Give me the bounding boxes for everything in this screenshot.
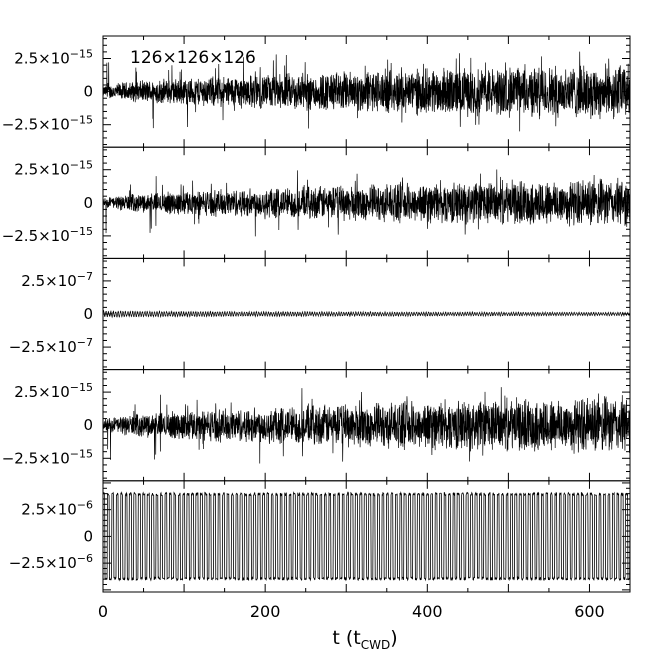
y-tick-label: 2.5×10−15 bbox=[14, 48, 93, 68]
y-tick-label-exponent: −15 bbox=[70, 447, 93, 460]
panel-1: 2.5×10−150−2.5×10−15 bbox=[2, 35, 631, 148]
y-tick-label: 0 bbox=[83, 194, 93, 212]
y-tick-label-mantissa: 0 bbox=[83, 527, 93, 545]
y-tick-label-mantissa: 2.5×10 bbox=[14, 161, 70, 179]
y-tick-label-exponent: −15 bbox=[70, 225, 93, 238]
y-tick-label-exponent: −15 bbox=[70, 381, 93, 394]
y-tick-label-exponent: −15 bbox=[70, 48, 93, 61]
y-tick-label: −2.5×10−15 bbox=[2, 114, 93, 134]
y-tick-label-mantissa: 2.5×10 bbox=[14, 50, 70, 68]
y-tick-label: 0 bbox=[83, 416, 93, 434]
x-axis-label-sub: CWD bbox=[361, 638, 390, 652]
y-tick-label-exponent: −7 bbox=[77, 270, 93, 283]
x-tick-label: 400 bbox=[412, 602, 443, 621]
y-tick-label: 2.5×10−15 bbox=[14, 381, 93, 401]
y-tick-label: 0 bbox=[83, 527, 93, 545]
resolution-annotation: 126×126×126 bbox=[130, 48, 256, 68]
series-line-2 bbox=[102, 169, 631, 237]
x-tick-label: 600 bbox=[574, 602, 605, 621]
y-tick-label-mantissa: 2.5×10 bbox=[21, 501, 77, 519]
y-tick-label-mantissa: −2.5×10 bbox=[9, 338, 77, 356]
series-line-5 bbox=[102, 491, 631, 582]
y-tick-label: −2.5×10−15 bbox=[2, 447, 93, 467]
x-tick-label: 200 bbox=[250, 602, 281, 621]
x-axis-label-main: t (t bbox=[332, 627, 360, 649]
y-tick-label: 2.5×10−6 bbox=[21, 499, 93, 519]
x-axis-label: t (tCWD) bbox=[332, 627, 397, 652]
y-tick-label-mantissa: 0 bbox=[83, 83, 93, 101]
y-tick-label-mantissa: 0 bbox=[83, 416, 93, 434]
y-tick-label-exponent: −15 bbox=[70, 114, 93, 127]
y-tick-label: −2.5×10−15 bbox=[2, 225, 93, 245]
y-tick-label: 0 bbox=[83, 305, 93, 323]
y-tick-label-mantissa: −2.5×10 bbox=[9, 554, 77, 572]
y-tick-label-exponent: −6 bbox=[77, 552, 93, 565]
y-tick-label-mantissa: −2.5×10 bbox=[2, 116, 70, 134]
series-line-3 bbox=[102, 309, 631, 319]
y-tick-label: −2.5×10−7 bbox=[9, 336, 93, 356]
y-tick-label-exponent: −6 bbox=[77, 499, 93, 512]
panel-3: 2.5×10−70−2.5×10−7 bbox=[9, 257, 631, 371]
series-line-4 bbox=[102, 387, 631, 464]
panel-5: 2.5×10−60−2.5×10−6 bbox=[9, 480, 631, 593]
y-tick-label: 2.5×10−15 bbox=[14, 159, 93, 179]
panels: 2.5×10−150−2.5×10−152.5×10−150−2.5×10−15… bbox=[2, 35, 631, 593]
panel-2: 2.5×10−150−2.5×10−15 bbox=[2, 146, 631, 259]
y-tick-label-mantissa: 2.5×10 bbox=[21, 272, 77, 290]
panel-4: 2.5×10−150−2.5×10−15 bbox=[2, 369, 631, 482]
y-tick-label-mantissa: −2.5×10 bbox=[2, 227, 70, 245]
y-tick-label-exponent: −7 bbox=[77, 336, 93, 349]
y-tick-label-exponent: −15 bbox=[70, 159, 93, 172]
series-line-1 bbox=[102, 51, 631, 132]
y-tick-label-mantissa: 0 bbox=[83, 305, 93, 323]
y-tick-label: −2.5×10−6 bbox=[9, 552, 93, 572]
y-tick-label-mantissa: 2.5×10 bbox=[14, 383, 70, 401]
y-tick-label-mantissa: 0 bbox=[83, 194, 93, 212]
y-tick-label: 0 bbox=[83, 83, 93, 101]
x-tick-labels: 0 200 400 600 bbox=[98, 602, 605, 621]
y-tick-label-mantissa: −2.5×10 bbox=[2, 449, 70, 467]
x-axis-label-close: ) bbox=[390, 627, 397, 649]
x-tick-label: 0 bbox=[98, 602, 108, 621]
y-tick-label: 2.5×10−7 bbox=[21, 270, 93, 290]
